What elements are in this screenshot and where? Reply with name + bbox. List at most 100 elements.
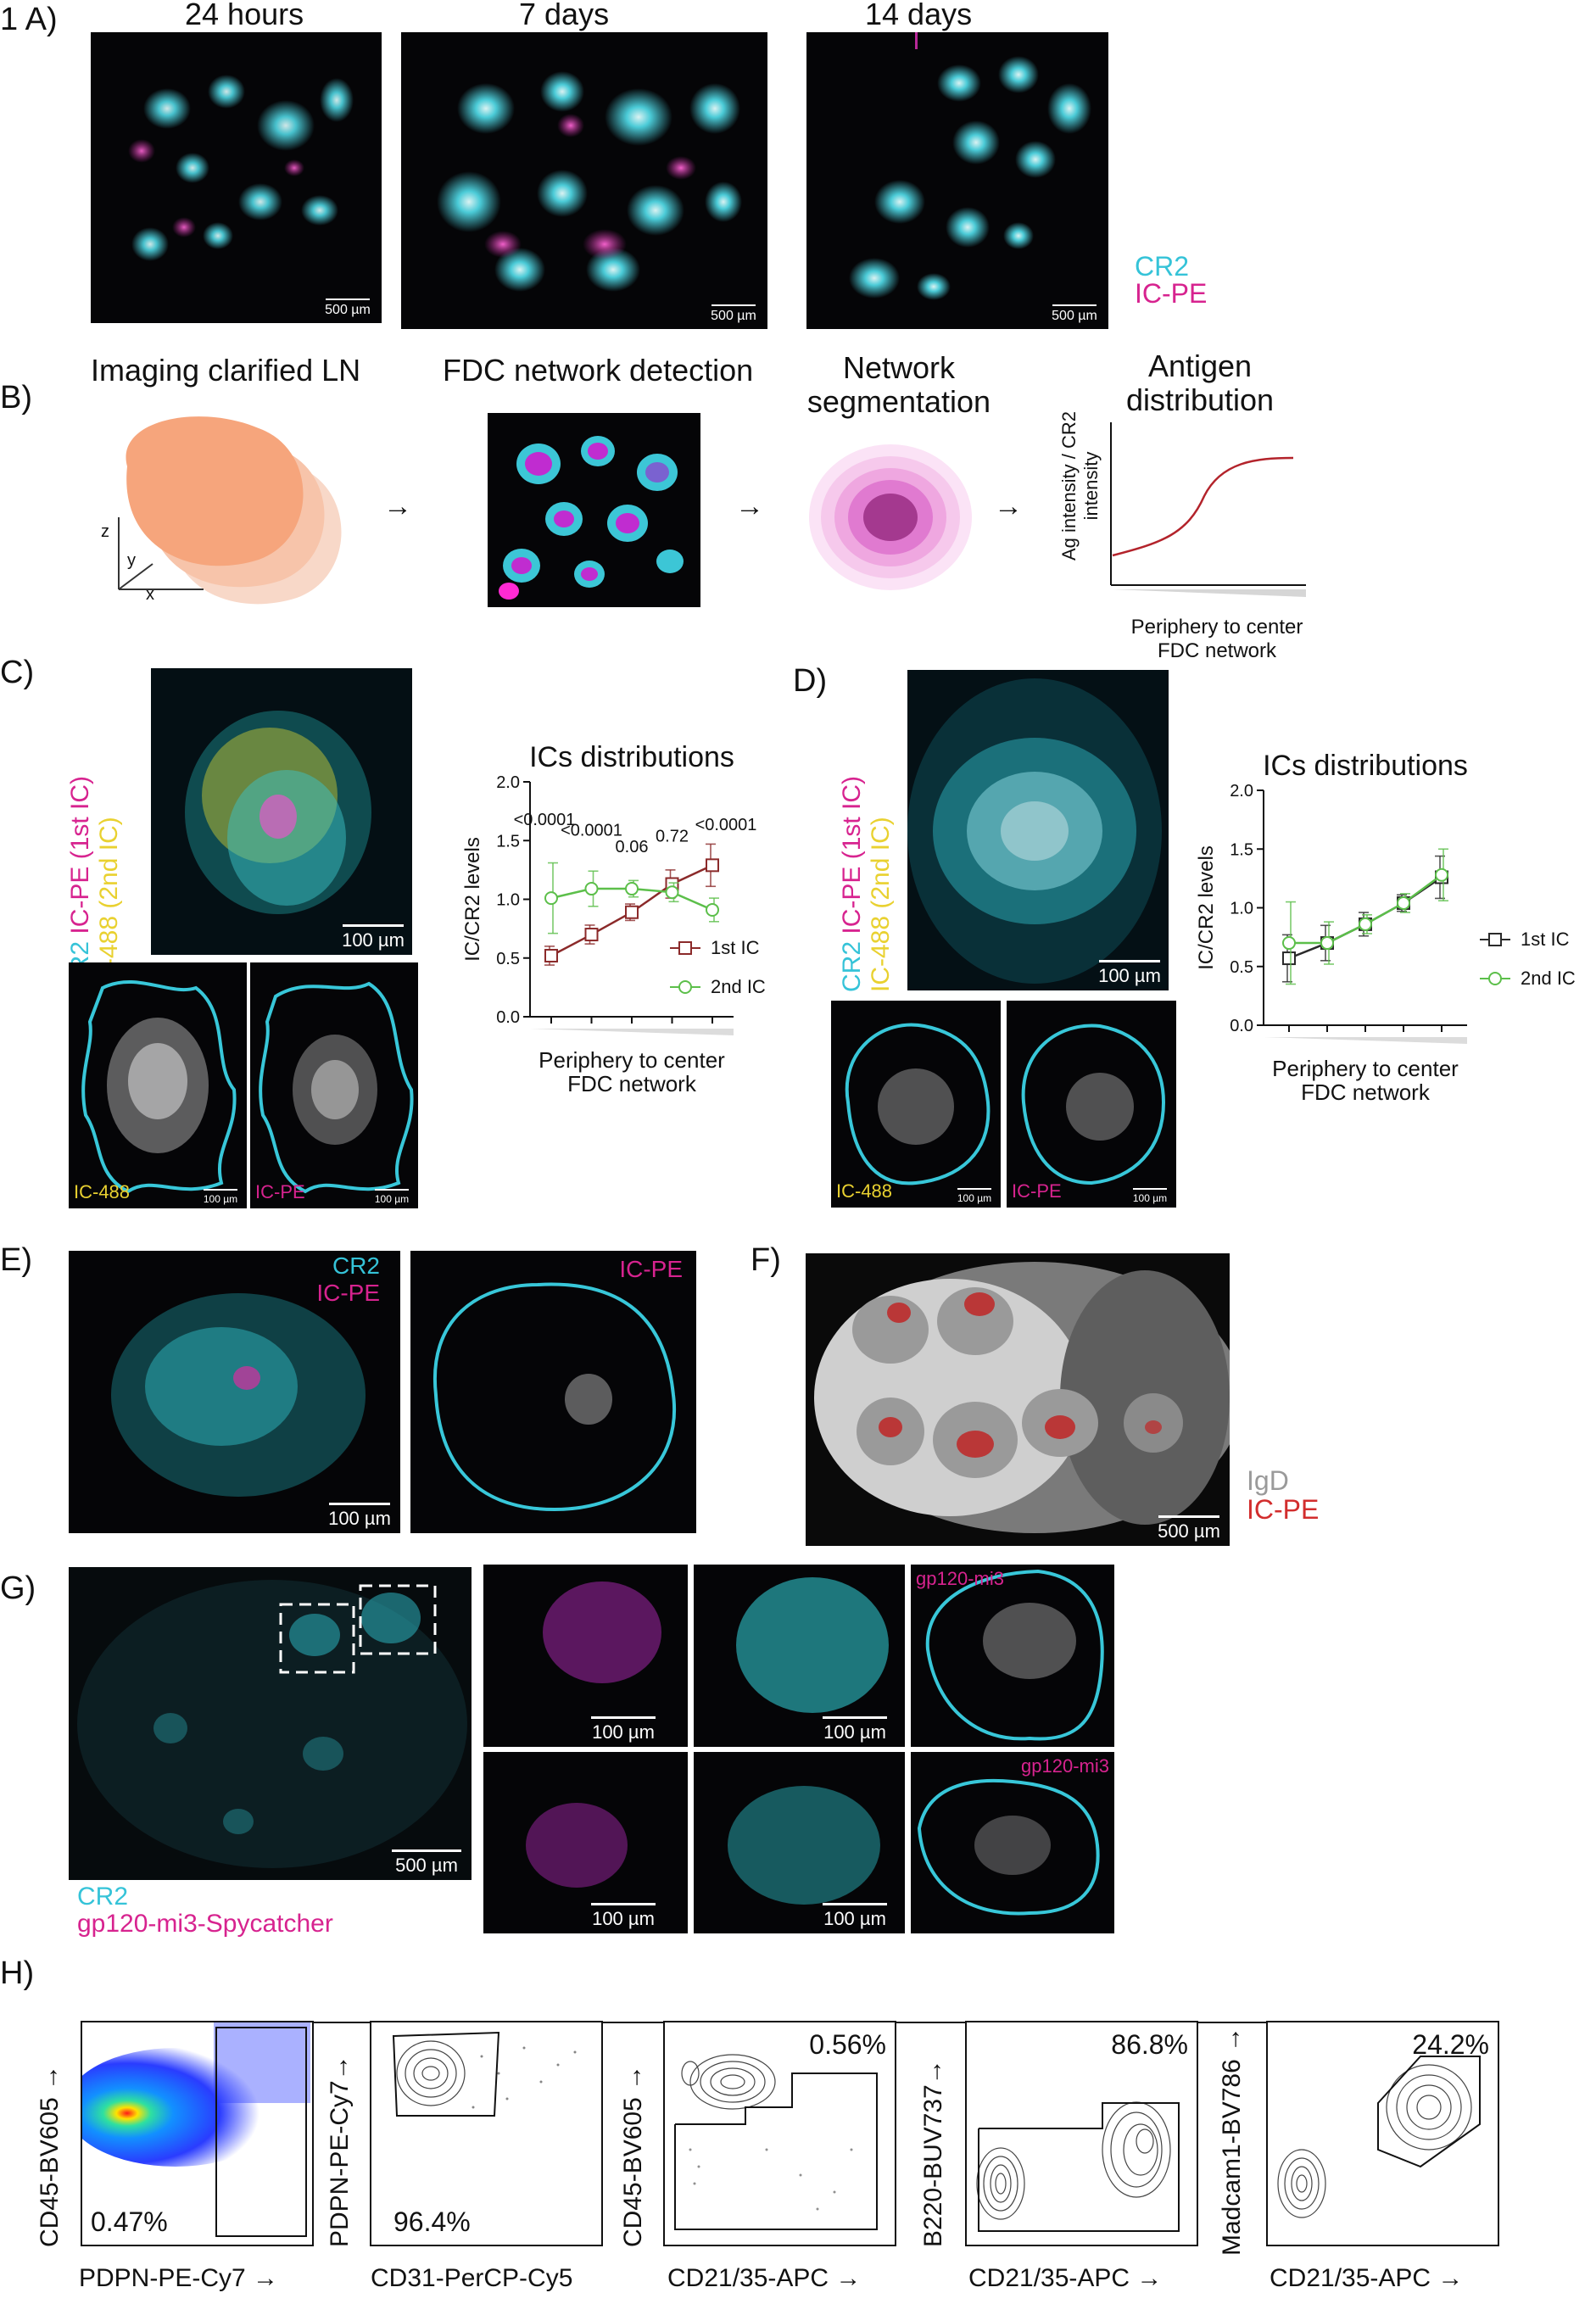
scale-bar-g12: 100 µm: [817, 1716, 893, 1743]
data-point-square: [1282, 951, 1296, 966]
g-inset-2-3-label: gp120-mi3: [1021, 1755, 1109, 1777]
data-point-square: [584, 928, 599, 942]
arrow-b1: →: [383, 490, 412, 522]
inset-c-ic488-svg: [81, 979, 237, 1194]
g-inset-2-3-svg: [917, 1778, 1100, 1916]
inset-c-icpe-svg: [259, 981, 414, 1194]
micrograph-24h-image: [128, 75, 354, 261]
legend-marker: [1488, 972, 1502, 985]
inset-d-icpe-label: IC-PE: [1012, 1180, 1062, 1202]
series-line-1: [1289, 873, 1443, 945]
data-point-circle: [1359, 917, 1372, 931]
data-point-circle: [544, 891, 558, 906]
channel-d-ic2: IC-488 (2nd IC): [867, 817, 895, 992]
timepoint-14d: 14 days: [865, 0, 973, 31]
p-value-label: 0.72: [656, 828, 689, 846]
micrograph-24h: 500 µm: [91, 32, 382, 323]
fdc-network-svg: [499, 436, 684, 600]
inset-c-ic488-label: IC-488: [74, 1181, 131, 1202]
scale-bar-g21: 100 µm: [585, 1903, 661, 1930]
g-inset-1-2: 100 µm: [694, 1565, 905, 1747]
flow-plot-5: 24.2%: [1266, 2021, 1499, 2246]
ylabel-distribution: Ag intensity / CR2 intensity: [1058, 410, 1102, 561]
xlabel-distribution: Periphery to center FDC network: [1130, 616, 1303, 662]
inset-c-icpe-label: IC-PE: [255, 1181, 305, 1202]
g-inset-1-3-label: gp120-mi3: [916, 1568, 1004, 1589]
legend-g-gp: gp120-mi3-Spycatcher: [77, 1910, 333, 1938]
flow-xlabel-5: CD21/35-APC →: [1270, 2264, 1464, 2292]
panel-label-d: D): [793, 663, 828, 699]
data-point-circle: [1282, 936, 1296, 951]
scale-bar-c-main: 100 µm: [339, 924, 407, 951]
arrow-b2: →: [735, 490, 764, 522]
y-tick-label: 1.0: [1230, 900, 1253, 918]
x-axis-label-line2: FDC network: [567, 1071, 697, 1096]
micrograph-g-svg: [77, 1580, 467, 1868]
ln-illustration: [118, 416, 342, 605]
flow-pct-4: 86.8%: [1111, 2029, 1188, 2060]
scale-bar-e: 100 µm: [326, 1503, 393, 1530]
channel-c-labels: CR2 IC-PE (1st IC): [66, 775, 94, 992]
scale-bar-7d: 500 µm: [708, 304, 759, 324]
chart-title: ICs distributions: [529, 741, 734, 773]
micrograph-f: 500 µm: [806, 1253, 1230, 1546]
y-tick-label: 0.5: [496, 950, 520, 968]
flow-pct-1: 0.47%: [91, 2206, 168, 2237]
inset-d-ic488-svg: [845, 1023, 991, 1185]
flow-xlabel-2: CD31-PerCP-Cy5: [371, 2264, 573, 2292]
panel-label-a: 1 A): [0, 2, 58, 37]
g-inset-1-1: 100 µm: [483, 1565, 688, 1747]
flow-plot-3: 0.56%: [663, 2021, 896, 2246]
flow-xlabel-1: PDPN-PE-Cy7 →: [79, 2264, 279, 2292]
flow-plot-1: 0.47%: [81, 2021, 314, 2246]
y-tick-label: 1.5: [496, 832, 520, 851]
g-inset-2-1-svg: [526, 1803, 628, 1888]
axis-y: y: [127, 551, 136, 570]
g-inset-2-3: gp120-mi3: [911, 1752, 1114, 1933]
flow-plot-2-svg: [392, 2031, 577, 2117]
flow-xlabel-3: CD21/35-APC →: [667, 2264, 862, 2292]
legend-label: 1st IC: [711, 937, 760, 958]
scale-bar-d-inset2: 100 µm: [1129, 1188, 1171, 1204]
micrograph-e-main: CR2 IC-PE 100 µm: [69, 1251, 400, 1533]
legend-f-igd: IgD: [1247, 1465, 1289, 1496]
axis-x: x: [146, 585, 154, 604]
legend-marker: [678, 980, 692, 994]
flow-plot-5-svg: [1277, 2056, 1481, 2218]
channel-d-labels: CR2 IC-PE (1st IC): [838, 775, 866, 992]
p-value-label: <0.0001: [514, 811, 576, 829]
legend-g-cr2: CR2: [77, 1883, 129, 1911]
scale-bar-c-inset1: 100 µm: [199, 1189, 242, 1205]
legend-label: 2nd IC: [711, 976, 766, 997]
y-axis-label: IC/CR2 levels: [1195, 845, 1218, 970]
axis-z: z: [101, 522, 109, 541]
micrograph-g-main: 500 µm: [69, 1567, 472, 1880]
y-tick-label: 1.5: [1230, 840, 1253, 859]
panel-label-g: G): [0, 1570, 36, 1606]
scale-bar-c-inset2: 100 µm: [371, 1189, 413, 1205]
inset-d-icpe: IC-PE 100 µm: [1007, 1001, 1176, 1208]
scale-bar-g22: 100 µm: [817, 1903, 893, 1930]
data-point-square: [706, 858, 719, 873]
data-point-square: [544, 948, 558, 962]
scale-bar-d-main: 100 µm: [1096, 960, 1164, 987]
distribution-curve: [1110, 422, 1306, 597]
micrograph-7d-image: [437, 71, 742, 292]
legend-label: 2nd IC: [1521, 968, 1576, 989]
flow-plot-3-svg: [674, 2054, 878, 2230]
legend-a-ic: IC-PE: [1135, 278, 1208, 309]
micrograph-f-svg: [814, 1262, 1230, 1533]
data-point-circle: [584, 882, 599, 896]
data-point-circle: [706, 902, 719, 917]
scale-bar-g-main: 500 µm: [388, 1849, 465, 1877]
scale-bar-14d: 500 µm: [1049, 304, 1100, 324]
legend-f-ic: IC-PE: [1247, 1494, 1320, 1525]
p-value-label: 0.06: [616, 838, 649, 856]
micrograph-14d-image: [849, 32, 1091, 300]
panel-label-h: H): [0, 1955, 35, 1991]
data-point-circle: [1320, 936, 1334, 951]
flow-ylabel-3: CD45-BV605 →: [619, 2064, 647, 2247]
p-value-label: <0.0001: [561, 822, 622, 840]
step-imaging: Imaging clarified LN: [91, 353, 361, 388]
chart-d: ICs distributions 0.0 0.5 1.0 1.5 2.0 IC/CR2 l…: [1195, 750, 1576, 1105]
